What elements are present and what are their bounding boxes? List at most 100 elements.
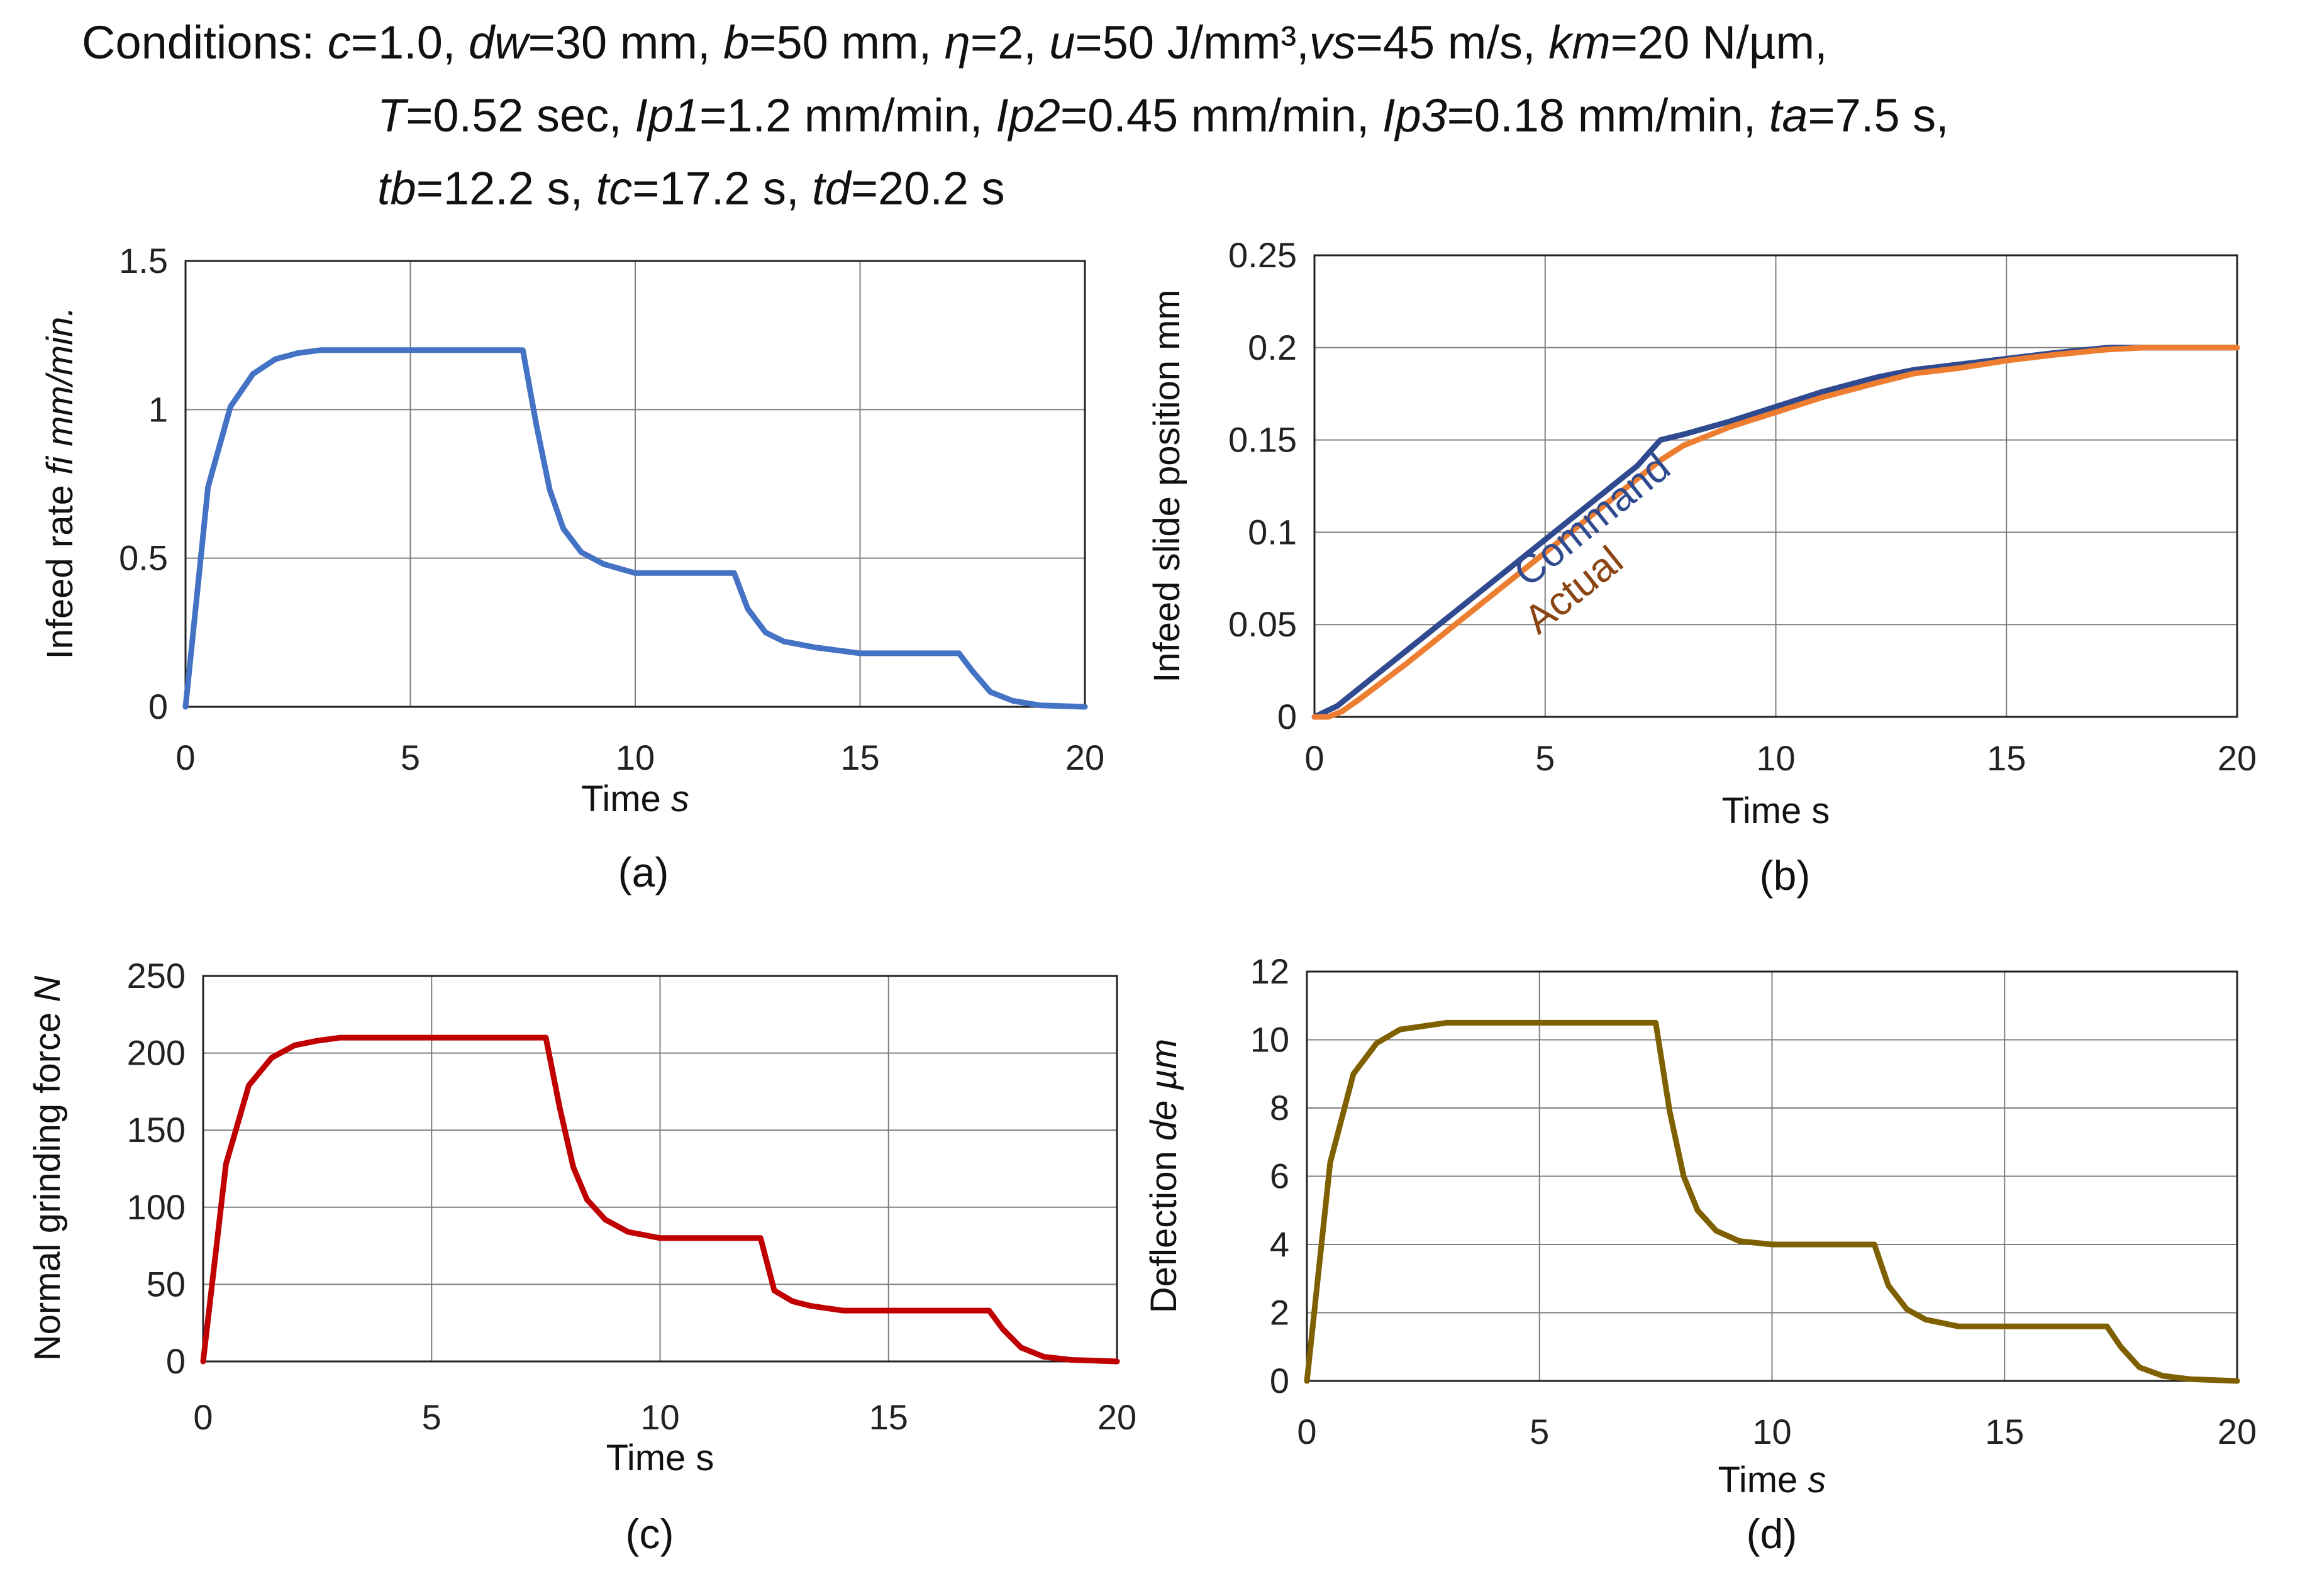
y-axis-title: Infeed slide position mm	[1147, 289, 1187, 682]
chart-b: 0 5 10 15 20 0 0.05 0.1 0.15 0.2 0.25 Time s Infeed …	[1147, 235, 2257, 899]
conditions-run: =20 N/µm,	[1610, 16, 1828, 69]
y-tick-label: 4	[1270, 1224, 1289, 1264]
conditions-run: Ip3	[1382, 89, 1447, 141]
conditions-run: =12.2 s,	[416, 162, 596, 214]
y-tick-label: 1.5	[119, 241, 168, 280]
conditions-run: =17.2 s,	[632, 162, 813, 214]
y-tick-label: 0.5	[119, 538, 168, 578]
y-tick-label: 0.1	[1248, 512, 1297, 551]
label-run: Time s	[606, 1438, 714, 1478]
conditions-run: km	[1548, 16, 1611, 69]
y-tick-label: 0.25	[1228, 235, 1297, 275]
panel-caption: (d)	[1747, 1510, 1797, 1557]
chart-a: 0 5 10 15 20 0 0.5 1 1.5 Time s Infeed rate fi mm/…	[40, 241, 1104, 895]
conditions-run: =20.2 s	[850, 162, 1005, 214]
y-tick-label: 12	[1250, 951, 1289, 991]
conditions-run: tc	[596, 162, 633, 214]
conditions-run: =50 J/mm³,	[1075, 16, 1309, 69]
x-tick-label: 20	[1097, 1397, 1136, 1437]
panel-caption: (b)	[1760, 852, 1811, 899]
x-tick-label: 10	[640, 1397, 679, 1437]
series-line-deflection	[1304, 1019, 2240, 1384]
conditions-run: Ip1	[635, 89, 700, 141]
conditions-run: u	[1049, 16, 1075, 69]
conditions-run: tb	[377, 162, 416, 214]
y-tick-label: 0	[148, 687, 168, 726]
x-tick-label: 0	[193, 1397, 213, 1437]
y-axis-title: Deflection de µm	[1143, 1039, 1184, 1313]
x-tick-label: 20	[2218, 1412, 2257, 1451]
conditions-run: =0.52 sec,	[406, 89, 635, 141]
label-run: Normal grinding force	[27, 1002, 68, 1361]
x-axis-title: Time s	[581, 779, 689, 819]
conditions-run: td	[812, 162, 851, 214]
label-run: Deflection	[1143, 1141, 1184, 1313]
y-tick-label: 1	[148, 389, 168, 429]
label-run: Infeed slide position mm	[1147, 289, 1187, 682]
conditions-line-3: tb=12.2 s, tc=17.2 s, td=20.2 s	[82, 152, 1949, 225]
y-tick-label: 0.2	[1248, 328, 1297, 367]
conditions-run: =7.5 s,	[1808, 89, 1949, 141]
x-tick-label: 5	[1535, 738, 1555, 778]
conditions-line-1: Conditions: c=1.0, dw=30 mm, b=50 mm, η=…	[82, 6, 1949, 79]
label-run: de µm	[1143, 1039, 1184, 1141]
conditions-run: η	[944, 16, 970, 69]
conditions-line-1-text: c=1.0, dw=30 mm, b=50 mm, η=2, u=50 J/mm…	[328, 16, 1828, 69]
y-tick-label: 50	[147, 1264, 186, 1304]
label-run: N	[27, 976, 68, 1002]
label-run: Time	[581, 779, 671, 819]
conditions-run: Ip2	[996, 89, 1060, 141]
label-run: s	[671, 779, 689, 819]
plot-frame	[202, 975, 1118, 1363]
y-axis-title: Infeed rate fi mm/min.	[40, 307, 81, 660]
conditions-label: Conditions:	[82, 16, 315, 69]
x-tick-label: 10	[1756, 738, 1795, 778]
conditions-run: =50 mm,	[749, 16, 945, 69]
conditions-run: =1.2 mm/min,	[699, 89, 996, 141]
conditions-run: dw	[469, 16, 528, 69]
x-tick-label: 10	[1752, 1412, 1791, 1451]
x-axis-title: Time s	[1722, 790, 1830, 831]
y-tick-label: 150	[127, 1110, 186, 1150]
label-run: s	[1808, 1460, 1826, 1500]
y-tick-label: 8	[1270, 1088, 1289, 1128]
conditions-run: =0.45 mm/min,	[1060, 89, 1382, 141]
y-tick-label: 0	[166, 1341, 186, 1381]
plot-frame	[1313, 254, 2238, 718]
plot-frame	[1306, 970, 2238, 1382]
series-line-force	[200, 1034, 1120, 1365]
x-tick-label: 15	[840, 738, 879, 777]
x-axis-title: Time s	[1718, 1460, 1826, 1500]
x-tick-label: 5	[401, 738, 420, 777]
x-tick-label: 15	[869, 1397, 908, 1437]
conditions-run: =30 mm,	[528, 16, 724, 69]
x-tick-label: 5	[422, 1397, 442, 1437]
y-tick-label: 0.05	[1228, 604, 1297, 644]
conditions-run: T	[377, 89, 406, 141]
panel-caption: (c)	[626, 1510, 674, 1557]
x-tick-label: 10	[616, 738, 655, 777]
y-tick-label: 2	[1270, 1293, 1289, 1333]
y-tick-label: 200	[127, 1033, 186, 1073]
y-tick-label: 0	[1270, 1361, 1289, 1400]
conditions-run: ta	[1769, 89, 1808, 141]
y-tick-label: 250	[127, 956, 186, 995]
series-line-fi	[182, 347, 1088, 710]
panel-caption: (a)	[618, 849, 669, 895]
conditions-run: =0.18 mm/min,	[1447, 89, 1769, 141]
x-tick-label: 0	[1297, 1412, 1316, 1451]
conditions-run: =1.0,	[350, 16, 469, 69]
conditions-run: c	[327, 16, 351, 69]
conditions-run: =2,	[970, 16, 1050, 69]
conditions-run: b	[723, 16, 750, 69]
y-tick-label: 10	[1250, 1020, 1289, 1060]
conditions-run: vs	[1309, 16, 1356, 69]
conditions-line-2: T=0.52 sec, Ip1=1.2 mm/min, Ip2=0.45 mm/…	[82, 79, 1949, 152]
y-tick-label: 0.15	[1228, 420, 1297, 460]
plot-frame	[184, 260, 1086, 708]
series-line-actual	[1311, 345, 2240, 720]
label-run: Time s	[1722, 790, 1830, 831]
x-tick-label: 0	[1304, 738, 1324, 778]
